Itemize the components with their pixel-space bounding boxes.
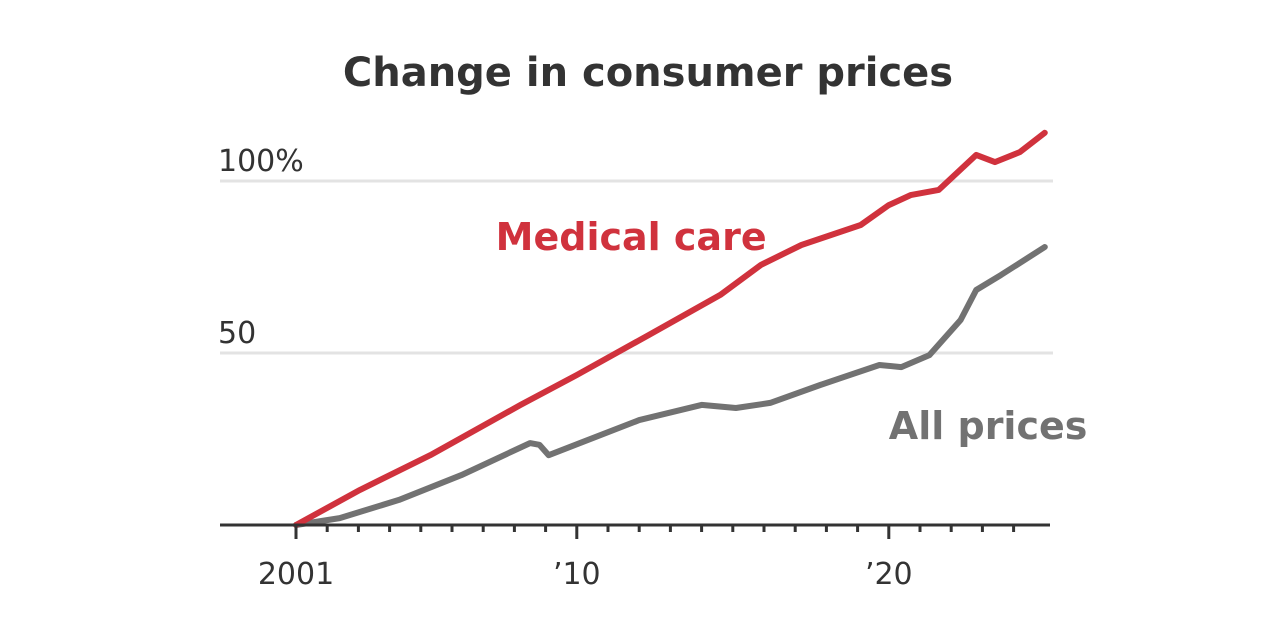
x-tick-label: ’20 (865, 557, 913, 592)
x-axis: 2001 ’10 ’20 (220, 523, 1050, 592)
x-tick-label: 2001 (258, 557, 334, 592)
x-tick-label: ’10 (553, 557, 601, 592)
chart-title: Change in consumer prices (343, 50, 953, 96)
series-label-medical-care: Medical care (496, 215, 767, 259)
y-tick-label: 50 (218, 316, 256, 351)
series-labels: Medical care All prices (496, 215, 1088, 448)
series-line-all-prices (293, 244, 1048, 528)
y-tick-label: 100% (218, 144, 304, 179)
series-label-all-prices: All prices (889, 404, 1088, 448)
series-line-medical-care (293, 129, 1048, 528)
gridlines: 50 100% (218, 144, 1053, 355)
series-lines (293, 129, 1048, 528)
